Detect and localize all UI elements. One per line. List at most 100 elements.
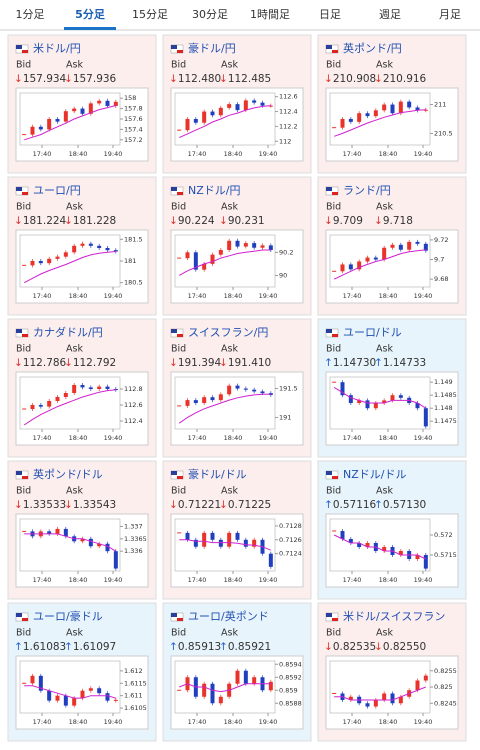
moving-average-line bbox=[23, 389, 116, 426]
x-tick-label: 18:40 bbox=[379, 434, 398, 442]
candle bbox=[97, 688, 102, 694]
pair-name[interactable]: 豪ドル/ドル bbox=[188, 467, 247, 481]
candle bbox=[72, 385, 77, 393]
x-tick-label: 19:40 bbox=[104, 434, 123, 442]
candle bbox=[55, 528, 60, 534]
candle bbox=[235, 670, 240, 684]
candle bbox=[105, 693, 110, 701]
plot-area bbox=[329, 518, 431, 572]
price-value: ↑0.57130 bbox=[374, 499, 426, 511]
y-tick-label: 112.4 bbox=[279, 108, 298, 116]
candle bbox=[357, 400, 362, 403]
plot-area bbox=[174, 518, 276, 572]
candle bbox=[30, 675, 35, 684]
tab[interactable]: 日足 bbox=[319, 8, 341, 21]
candle bbox=[382, 547, 387, 551]
candle bbox=[80, 690, 85, 699]
y-tick-label: 90 bbox=[279, 271, 287, 279]
tab[interactable]: 30分足 bbox=[192, 8, 228, 21]
y-tick-label: 158 bbox=[124, 94, 136, 102]
x-tick-label: 18:40 bbox=[69, 434, 88, 442]
flag-icon-part bbox=[332, 618, 338, 621]
price-value: ↓112.485 bbox=[219, 73, 271, 85]
tab[interactable]: 週足 bbox=[379, 8, 401, 21]
chart-frame bbox=[15, 229, 149, 304]
tab[interactable]: 5分足 bbox=[75, 7, 106, 21]
tab[interactable]: 15分足 bbox=[132, 8, 168, 21]
y-tick-label: 0.5715 bbox=[434, 551, 457, 559]
pair-name[interactable]: NZドル/ドル bbox=[343, 468, 406, 481]
x-tick-label: 19:40 bbox=[104, 292, 123, 300]
y-tick-label: 1.612 bbox=[124, 667, 143, 675]
flag-icon-part bbox=[177, 476, 183, 479]
pair-name[interactable]: ユーロ/円 bbox=[33, 184, 81, 197]
pair-name[interactable]: ランド/円 bbox=[343, 184, 391, 197]
pair-name[interactable]: NZドル/円 bbox=[188, 184, 240, 197]
y-tick-label: 0.8255 bbox=[434, 667, 457, 675]
y-tick-label: 0.572 bbox=[434, 531, 453, 539]
ask-label: Ask bbox=[221, 486, 238, 497]
candle bbox=[47, 258, 52, 264]
pair-name[interactable]: 英ポンド/ドル bbox=[33, 467, 103, 481]
price-value: ↓157.934 bbox=[14, 73, 67, 85]
tab[interactable]: 月足 bbox=[439, 8, 461, 21]
candle bbox=[260, 391, 265, 394]
chart-frame bbox=[15, 513, 149, 588]
candle bbox=[105, 100, 110, 106]
candle bbox=[210, 532, 215, 540]
pair-name[interactable]: 豪ドル/円 bbox=[188, 41, 236, 55]
pair-name[interactable]: スイスフラン/円 bbox=[188, 326, 268, 339]
x-tick-label: 19:40 bbox=[414, 292, 433, 300]
tab[interactable]: 1分足 bbox=[16, 8, 45, 21]
pair-name[interactable]: 米ドル/円 bbox=[33, 42, 81, 55]
candle bbox=[55, 119, 60, 122]
pair-name[interactable]: カナダドル/円 bbox=[33, 325, 103, 339]
candle bbox=[105, 543, 110, 552]
moving-average-line bbox=[178, 249, 271, 276]
x-tick-label: 17:40 bbox=[188, 576, 207, 584]
ask-label: Ask bbox=[221, 628, 238, 639]
pair-name[interactable]: ユーロ/豪ドル bbox=[33, 609, 103, 623]
flag-icon-part bbox=[22, 476, 28, 479]
candle bbox=[243, 539, 248, 547]
ask-label: Ask bbox=[66, 486, 83, 497]
tab[interactable]: 1時間足 bbox=[250, 8, 290, 21]
chart-frame bbox=[325, 229, 459, 304]
candle bbox=[55, 695, 60, 701]
candle bbox=[373, 403, 378, 409]
bid-label: Bid bbox=[326, 60, 341, 71]
pair-name[interactable]: ユーロ/英ポンド bbox=[188, 609, 269, 623]
candle bbox=[365, 113, 370, 117]
y-tick-label: 112.2 bbox=[279, 122, 298, 130]
x-tick-label: 18:40 bbox=[224, 718, 243, 726]
y-tick-label: 0.8245 bbox=[434, 699, 457, 707]
candle bbox=[227, 532, 232, 547]
bid-label: Bid bbox=[16, 60, 31, 71]
pair-name[interactable]: 英ポンド/円 bbox=[343, 41, 402, 55]
x-tick-label: 19:40 bbox=[104, 718, 123, 726]
pair-name[interactable]: ユーロ/ドル bbox=[343, 326, 402, 339]
candle bbox=[227, 385, 232, 395]
candle bbox=[390, 244, 395, 248]
x-tick-label: 18:40 bbox=[224, 292, 243, 300]
price-value: ↓1.33543 bbox=[64, 499, 116, 511]
plot-area bbox=[19, 376, 121, 430]
pair-name[interactable]: 米ドル/スイスフラン bbox=[343, 610, 445, 623]
candle bbox=[202, 532, 207, 547]
candle bbox=[390, 693, 395, 704]
